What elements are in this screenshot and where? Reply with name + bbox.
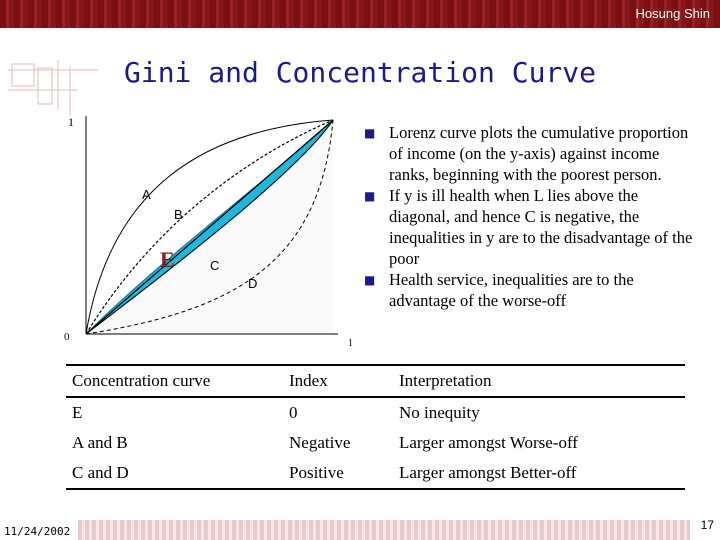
bullet-item: ■ If y is ill health when L lies above th…: [364, 186, 693, 268]
curve-c: [85, 119, 334, 335]
table-header: Index: [283, 364, 393, 398]
curve-b: [85, 119, 334, 335]
decorative-grid: [8, 60, 98, 116]
table-header: Concentration curve: [66, 364, 283, 398]
table-header-row: Concentration curve Index Interpretation: [66, 364, 685, 398]
table-cell: A and B: [72, 433, 128, 452]
interpretation-table: Concentration curve Index Interpretation…: [66, 364, 685, 490]
equality-line-e: [85, 119, 334, 335]
table-row: C and D Positive Larger amongst Better-o…: [66, 458, 685, 490]
header-bar: Hosung Shin: [0, 0, 720, 28]
curve-label-c: C: [210, 258, 219, 273]
bullet-square-icon: ■: [364, 189, 376, 203]
table-cell: Larger amongst Better-off: [393, 458, 685, 490]
table-cell: E: [72, 403, 83, 422]
curve-label-a: A: [142, 187, 151, 202]
curve-label-e: E: [160, 247, 175, 272]
x-max-label: 1: [348, 338, 353, 349]
table-cell: No inequity: [399, 403, 480, 422]
curve-label-b: B: [174, 207, 183, 222]
curve-d: [85, 119, 334, 335]
bullet-list: ■ Lorenz curve plots the cumulative propo…: [362, 122, 702, 311]
table-header: Interpretation: [393, 364, 685, 398]
bullet-item: ■ Health service, inequalities are to the…: [364, 270, 634, 310]
curve-label-d: D: [248, 276, 257, 291]
table-row: E 0 No inequity: [66, 397, 685, 428]
bullet-square-icon: ■: [364, 126, 376, 140]
table-cell: 0: [289, 403, 298, 422]
table-cell: Positive: [283, 458, 393, 490]
footer-bar: [78, 520, 690, 540]
y-max-label: 1: [68, 115, 74, 129]
bullet-square-icon: ■: [364, 273, 376, 287]
table-cell: Larger amongst Worse-off: [399, 433, 578, 452]
page-title: Gini and Concentration Curve: [123, 56, 596, 89]
page-number: 17: [700, 518, 714, 532]
table-row: A and B Negative Larger amongst Worse-of…: [66, 428, 685, 458]
concentration-curve-diagram: 1 0 1 A B E C D: [64, 115, 353, 349]
origin-label: 0: [64, 331, 70, 343]
author-name: Hosung Shin: [635, 6, 710, 21]
table-cell: C and D: [66, 458, 283, 490]
table-cell: Negative: [289, 433, 351, 452]
bullet-item: ■ Lorenz curve plots the cumulative propo…: [364, 123, 689, 184]
footer-date: 11/24/2002: [4, 525, 71, 538]
curve-a: [85, 119, 334, 335]
